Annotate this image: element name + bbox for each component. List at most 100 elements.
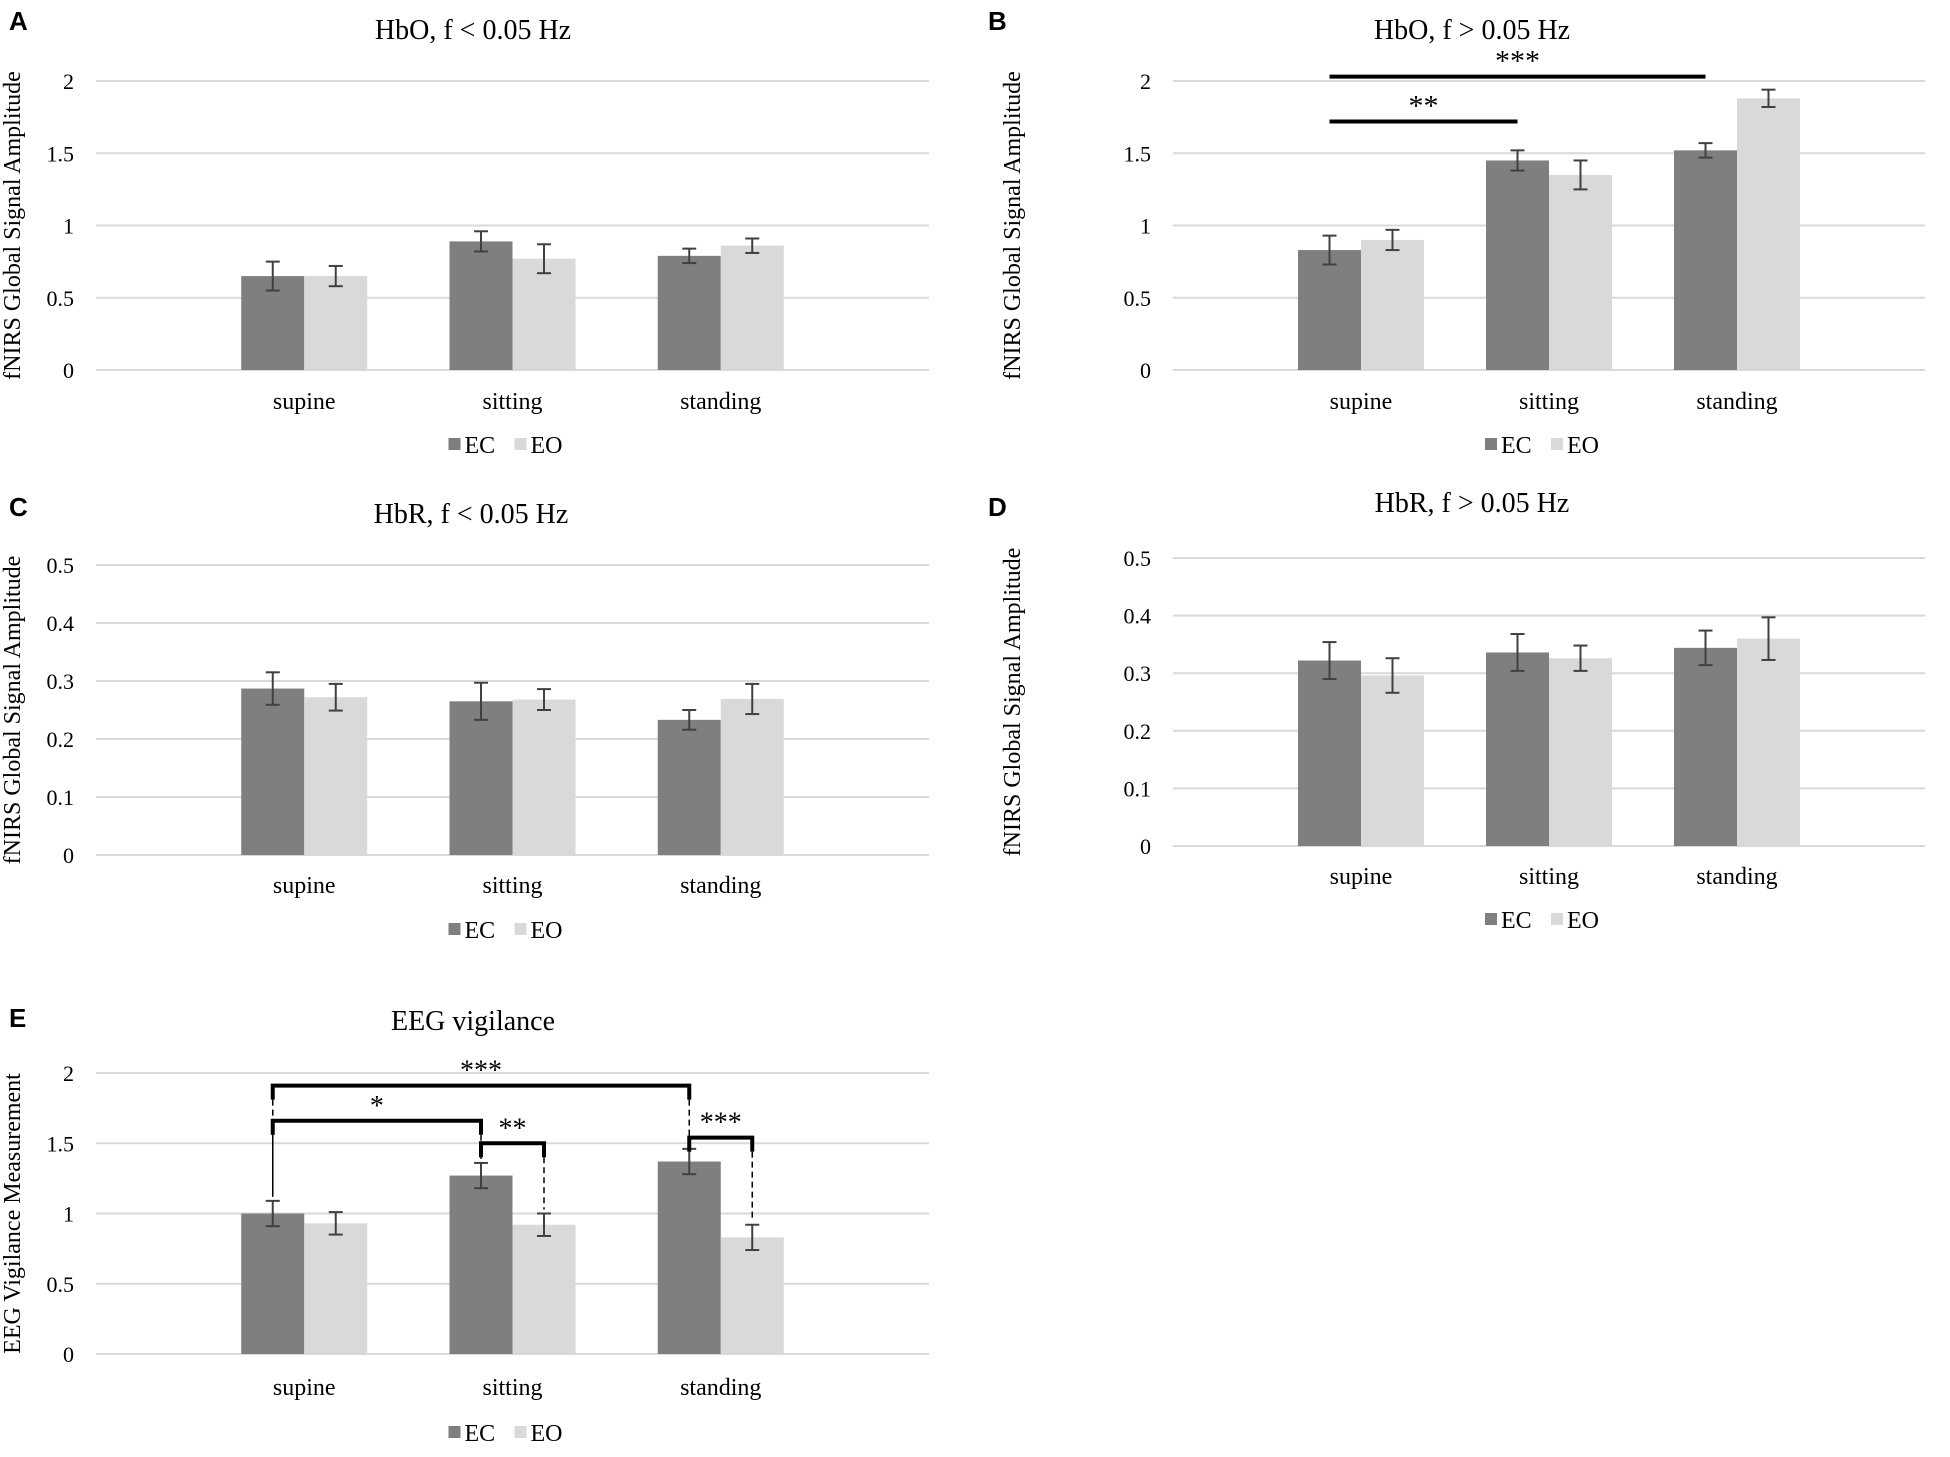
bar-ec-supine — [241, 1213, 305, 1354]
y-tick-label: 0 — [63, 1342, 74, 1367]
legend-label-eo: EO — [531, 433, 563, 459]
y-tick-label: 0.1 — [1124, 776, 1152, 801]
x-tick-label: sitting — [482, 389, 542, 415]
x-tick-label: sitting — [482, 873, 542, 899]
y-tick-label: 1 — [63, 214, 74, 239]
y-tick-label: 0.5 — [1124, 546, 1152, 571]
legend-label-ec: EC — [1501, 433, 1532, 459]
x-tick-label: standing — [680, 1375, 761, 1401]
chart-title: HbO, f > 0.05 Hz — [1374, 15, 1570, 46]
bar-eo-sitting — [512, 1224, 576, 1354]
significance-label: * — [370, 1091, 384, 1122]
bar-eo-standing — [1737, 98, 1800, 370]
y-tick-label: 0.4 — [47, 611, 75, 636]
significance-label: ** — [499, 1113, 527, 1144]
y-tick-label: 1.5 — [47, 1131, 75, 1156]
bar-ec-supine — [241, 276, 305, 370]
bar-ec-supine — [241, 688, 305, 855]
y-tick-label: 1.5 — [47, 141, 75, 166]
y-tick-label: 0.5 — [47, 553, 75, 578]
panel-e: E EEG vigilance EEG Vigilance Measurement 0… — [0, 1003, 929, 1447]
y-tick-label: 0.4 — [1124, 604, 1152, 629]
legend-swatch-eo — [514, 438, 527, 450]
y-tick-label: 1.5 — [1124, 141, 1152, 166]
significance-bracket — [270, 1083, 692, 1100]
legend-swatch-eo — [514, 923, 527, 935]
legend-swatch-eo — [1551, 438, 1563, 450]
bar-ec-sitting — [1486, 160, 1549, 370]
bar-eo-supine — [1361, 239, 1424, 370]
y-axis-label: fNIRS Global Signal Amplitude — [1000, 548, 1026, 857]
bar-eo-supine — [304, 1223, 368, 1354]
bar-ec-standing — [657, 1161, 721, 1354]
y-tick-label: 2 — [63, 69, 74, 94]
y-tick-label: 0.1 — [47, 785, 75, 810]
bar-eo-sitting — [1549, 658, 1612, 846]
legend-swatch-ec — [1485, 913, 1497, 925]
panel-letter: E — [9, 1003, 26, 1033]
bar-ec-supine — [1298, 250, 1361, 370]
bar-eo-sitting — [1549, 174, 1612, 370]
legend-label-eo: EO — [531, 1421, 563, 1447]
bar-eo-sitting — [512, 258, 576, 370]
chart-title: HbO, f < 0.05 Hz — [375, 15, 571, 46]
bar-ec-standing — [1674, 150, 1737, 370]
significance-bracket — [270, 1118, 483, 1135]
panel-letter: B — [988, 6, 1007, 36]
bar-eo-supine — [304, 276, 368, 370]
x-tick-label: standing — [680, 389, 761, 415]
y-tick-label: 2 — [1140, 69, 1151, 94]
y-tick-label: 1 — [63, 1202, 74, 1227]
y-tick-label: 0.5 — [47, 286, 75, 311]
panel-c: C HbR, f < 0.05 Hz fNIRS Global Signal Amp… — [0, 492, 929, 944]
panel-a: A HbO, f < 0.05 Hz fNIRS Global Signal Amp… — [0, 6, 929, 459]
bar-ec-sitting — [449, 701, 513, 855]
bar-eo-supine — [1361, 675, 1424, 846]
legend-label-ec: EC — [465, 1421, 496, 1447]
y-tick-label: 0.3 — [47, 669, 75, 694]
significance-label: *** — [1495, 45, 1540, 78]
bar-ec-sitting — [449, 1175, 513, 1354]
chart-title: HbR, f > 0.05 Hz — [1375, 488, 1570, 519]
y-axis-label: EEG Vigilance Measurement — [0, 1073, 26, 1354]
bar-eo-standing — [720, 698, 784, 855]
bar-ec-supine — [1298, 660, 1361, 846]
y-tick-label: 0.5 — [47, 1272, 75, 1297]
bar-eo-supine — [304, 697, 368, 855]
bar-ec-sitting — [1486, 652, 1549, 846]
significance-bracket — [479, 1141, 546, 1158]
y-tick-label: 0.2 — [47, 727, 75, 752]
x-tick-label: supine — [1330, 389, 1393, 415]
y-tick-label: 0 — [63, 843, 74, 868]
legend-swatch-ec — [448, 923, 461, 935]
significance-bracket — [687, 1135, 755, 1152]
legend-label-ec: EC — [465, 433, 496, 459]
x-tick-label: supine — [1330, 864, 1393, 890]
panel-letter: D — [988, 492, 1007, 522]
y-axis-label: fNIRS Global Signal Amplitude — [0, 556, 26, 865]
panel-b: B HbO, f > 0.05 Hz fNIRS Global Signal Amp… — [988, 6, 1925, 459]
bar-eo-standing — [720, 245, 784, 370]
y-tick-label: 1 — [1140, 214, 1151, 239]
panel-letter: C — [9, 492, 28, 522]
y-tick-label: 2 — [63, 1061, 74, 1086]
bar-eo-standing — [720, 1237, 784, 1354]
legend-label-ec: EC — [465, 918, 496, 944]
x-tick-label: sitting — [482, 1375, 542, 1401]
x-tick-label: standing — [1696, 864, 1777, 890]
legend-label-eo: EO — [531, 918, 563, 944]
y-tick-label: 0.2 — [1124, 719, 1152, 744]
legend-swatch-ec — [448, 1426, 461, 1438]
bar-eo-standing — [1737, 638, 1800, 846]
x-tick-label: standing — [1696, 389, 1777, 415]
bar-ec-sitting — [449, 241, 513, 370]
y-tick-label: 0 — [1140, 834, 1151, 859]
significance-label: *** — [460, 1056, 502, 1087]
legend-swatch-ec — [1485, 438, 1497, 450]
significance-label: ** — [1409, 89, 1439, 122]
chart-title: EEG vigilance — [391, 1006, 555, 1037]
x-tick-label: supine — [273, 873, 336, 899]
legend-label-ec: EC — [1501, 908, 1532, 934]
panel-d: D HbR, f > 0.05 Hz fNIRS Global Signal Amp… — [988, 488, 1925, 934]
